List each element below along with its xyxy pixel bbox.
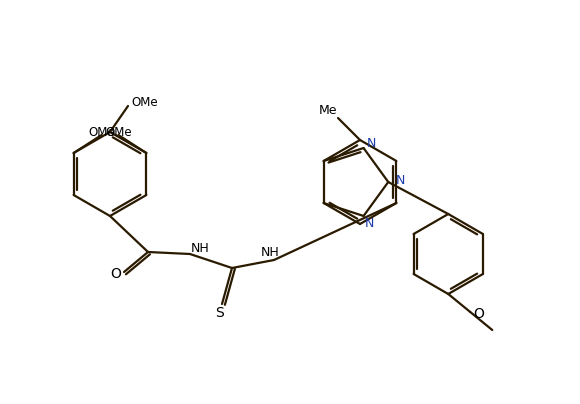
- Text: N: N: [365, 217, 374, 230]
- Text: N: N: [396, 173, 405, 187]
- Text: OMe: OMe: [132, 95, 158, 109]
- Text: NH: NH: [260, 246, 280, 259]
- Text: Me: Me: [319, 103, 337, 116]
- Text: N: N: [367, 137, 376, 149]
- Text: OMe: OMe: [88, 126, 115, 139]
- Text: O: O: [473, 307, 484, 321]
- Text: OMe: OMe: [106, 126, 132, 139]
- Text: NH: NH: [191, 242, 209, 255]
- Text: S: S: [216, 306, 224, 320]
- Text: O: O: [111, 267, 121, 281]
